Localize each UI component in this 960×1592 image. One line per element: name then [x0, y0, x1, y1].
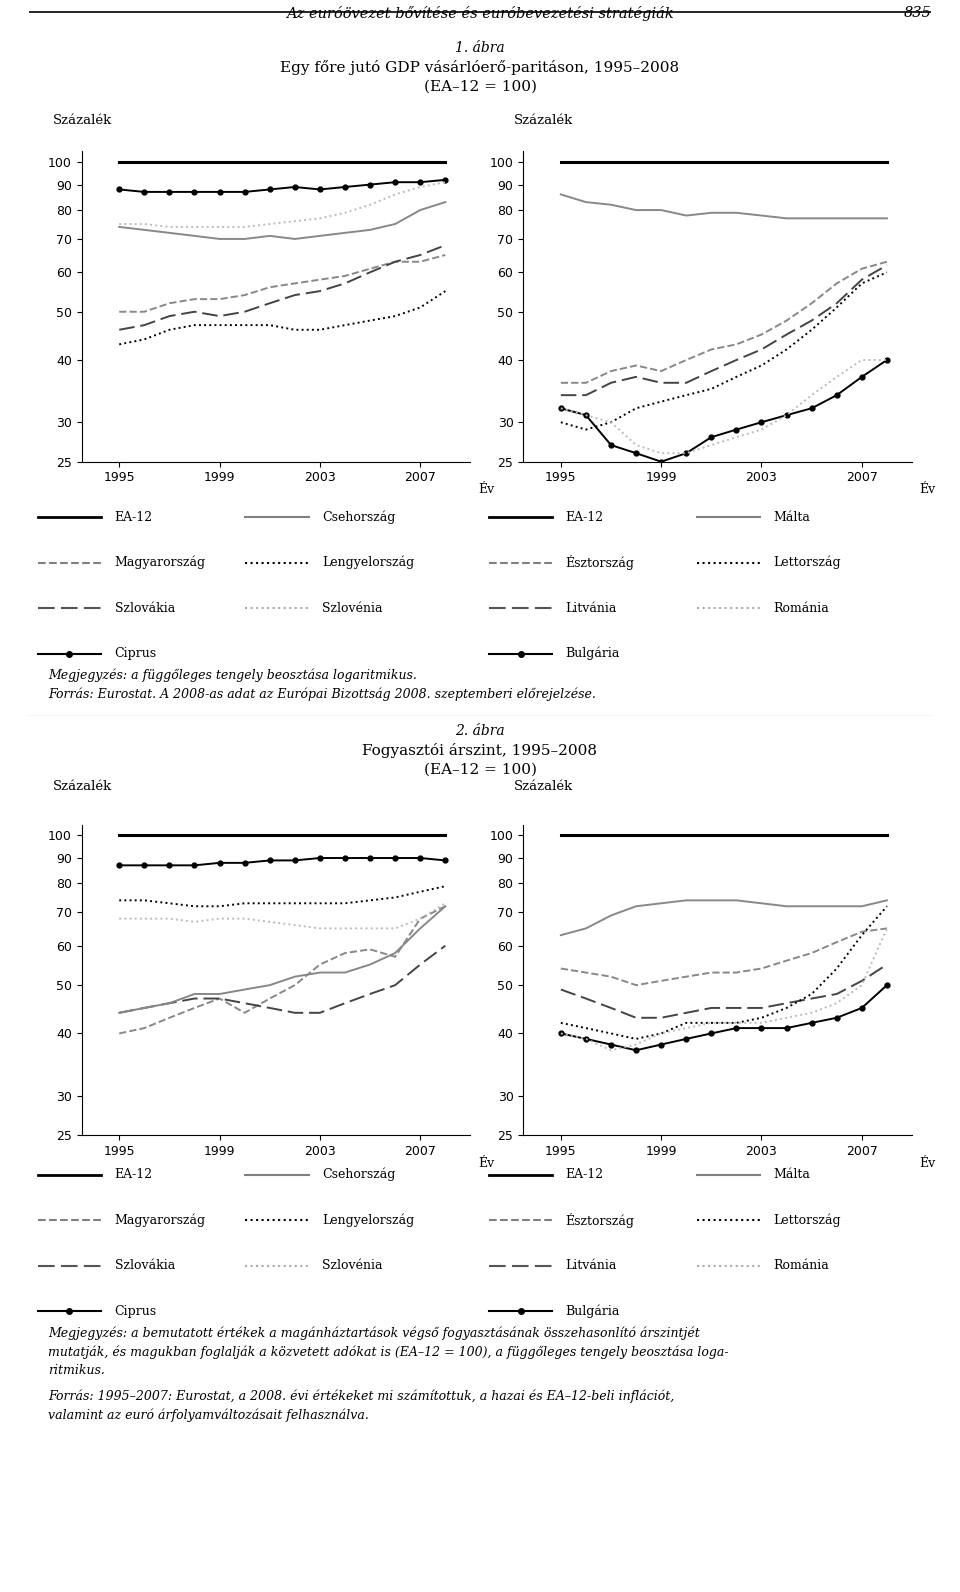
Text: Lettország: Lettország	[774, 1213, 841, 1227]
Text: Megjegyzés: a bemutatott értékek a magánháztartások végső fogyasztásának összeha: Megjegyzés: a bemutatott értékek a magán…	[48, 1326, 700, 1339]
Text: Csehország: Csehország	[323, 511, 396, 524]
Text: Százalék: Százalék	[53, 115, 112, 127]
Text: Málta: Málta	[774, 511, 810, 524]
Text: Az euróövezet bővítése és euróbevezetési stratégiák: Az euróövezet bővítése és euróbevezetési…	[286, 5, 674, 21]
Text: 835: 835	[903, 5, 931, 19]
Text: valamint az euró árfolyamváltozásait felhasználva.: valamint az euró árfolyamváltozásait fel…	[48, 1409, 369, 1422]
Text: Szlovénia: Szlovénia	[323, 1259, 383, 1272]
Text: Megjegyzés: a függőleges tengely beosztása logaritmikus.: Megjegyzés: a függőleges tengely beosztá…	[48, 669, 417, 681]
Text: Ciprus: Ciprus	[114, 648, 156, 661]
Text: Csehország: Csehország	[323, 1169, 396, 1181]
Text: Százalék: Százalék	[514, 780, 573, 793]
Text: 2. ábra: 2. ábra	[455, 724, 505, 739]
Text: Év: Év	[920, 1157, 936, 1170]
Text: EA-12: EA-12	[565, 511, 604, 524]
Text: EA-12: EA-12	[114, 1169, 153, 1181]
Text: Szlovákia: Szlovákia	[114, 1259, 175, 1272]
Text: Év: Év	[478, 1157, 494, 1170]
Text: EA-12: EA-12	[565, 1169, 604, 1181]
Text: Észtország: Észtország	[565, 1213, 635, 1227]
Text: Forrás: Eurostat. A 2008-as adat az Európai Bizottság 2008. szeptemberi előrejel: Forrás: Eurostat. A 2008-as adat az Euró…	[48, 688, 596, 700]
Text: mutatják, és magukban foglalják a közvetett adókat is (EA–12 = 100), a függőlege: mutatják, és magukban foglalják a közvet…	[48, 1345, 729, 1358]
Text: Lengyelország: Lengyelország	[323, 556, 415, 570]
Text: Bulgária: Bulgária	[565, 1304, 620, 1318]
Text: Év: Év	[478, 484, 494, 497]
Text: (EA–12 = 100): (EA–12 = 100)	[423, 80, 537, 94]
Text: Románia: Románia	[774, 602, 829, 615]
Text: Év: Év	[920, 484, 936, 497]
Text: Egy főre jutó GDP vásárlóerő-paritáson, 1995–2008: Egy főre jutó GDP vásárlóerő-paritáson, …	[280, 60, 680, 75]
Text: Észtország: Észtország	[565, 556, 635, 570]
Text: Litvánia: Litvánia	[565, 1259, 617, 1272]
Text: (EA–12 = 100): (EA–12 = 100)	[423, 763, 537, 777]
Text: Fogyasztói árszint, 1995–2008: Fogyasztói árszint, 1995–2008	[363, 743, 597, 758]
Text: Bulgária: Bulgária	[565, 646, 620, 661]
Text: Százalék: Százalék	[514, 115, 573, 127]
Text: Szlovákia: Szlovákia	[114, 602, 175, 615]
Text: Lettország: Lettország	[774, 556, 841, 570]
Text: Ciprus: Ciprus	[114, 1305, 156, 1318]
Text: EA-12: EA-12	[114, 511, 153, 524]
Text: 1. ábra: 1. ábra	[455, 41, 505, 56]
Text: Szlovénia: Szlovénia	[323, 602, 383, 615]
Text: Százalék: Százalék	[53, 780, 112, 793]
Text: Lengyelország: Lengyelország	[323, 1213, 415, 1227]
Text: Románia: Románia	[774, 1259, 829, 1272]
Text: Málta: Málta	[774, 1169, 810, 1181]
Text: Magyarország: Magyarország	[114, 556, 205, 570]
Text: Forrás: 1995–2007: Eurostat, a 2008. évi értékeket mi számítottuk, a hazai és EA: Forrás: 1995–2007: Eurostat, a 2008. évi…	[48, 1390, 674, 1403]
Text: Magyarország: Magyarország	[114, 1213, 205, 1227]
Text: ritmikus.: ritmikus.	[48, 1364, 105, 1377]
Text: Litvánia: Litvánia	[565, 602, 617, 615]
